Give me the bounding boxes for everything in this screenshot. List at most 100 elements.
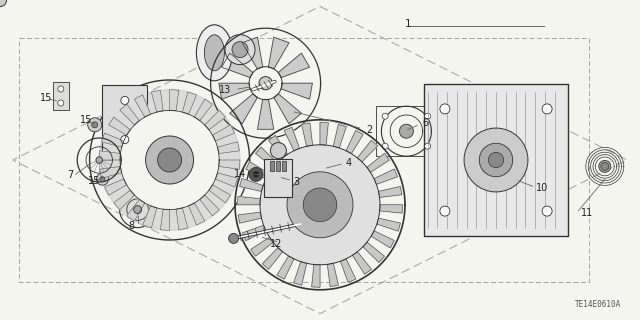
Polygon shape	[219, 160, 240, 169]
Polygon shape	[333, 124, 346, 148]
Text: 10: 10	[536, 183, 548, 193]
Circle shape	[542, 104, 552, 114]
Text: 11: 11	[581, 208, 593, 218]
Polygon shape	[239, 179, 263, 191]
Circle shape	[228, 233, 239, 244]
Circle shape	[0, 0, 6, 7]
Circle shape	[253, 172, 259, 177]
Polygon shape	[152, 90, 163, 112]
Circle shape	[134, 206, 141, 213]
Polygon shape	[182, 92, 196, 114]
Polygon shape	[104, 179, 127, 195]
Polygon shape	[189, 203, 205, 225]
Text: 8: 8	[128, 220, 134, 231]
Text: 3: 3	[293, 177, 300, 187]
Polygon shape	[161, 209, 170, 230]
Circle shape	[425, 113, 431, 119]
Polygon shape	[243, 225, 266, 241]
Circle shape	[92, 122, 98, 128]
Circle shape	[88, 118, 102, 132]
Polygon shape	[100, 166, 122, 178]
Polygon shape	[380, 205, 403, 213]
Bar	[102, 85, 147, 155]
Bar	[282, 161, 287, 171]
Polygon shape	[209, 185, 230, 203]
Polygon shape	[99, 151, 120, 160]
Polygon shape	[340, 259, 356, 282]
Polygon shape	[134, 95, 150, 117]
Polygon shape	[120, 104, 140, 125]
Polygon shape	[284, 127, 300, 151]
Bar	[276, 161, 280, 171]
Circle shape	[270, 143, 287, 159]
Polygon shape	[378, 187, 402, 197]
Polygon shape	[219, 83, 250, 99]
Circle shape	[440, 206, 450, 216]
Text: 7: 7	[67, 170, 74, 180]
Circle shape	[440, 104, 450, 114]
Ellipse shape	[232, 42, 248, 58]
Circle shape	[96, 157, 102, 163]
Text: 15: 15	[88, 176, 100, 186]
Polygon shape	[371, 231, 394, 248]
Circle shape	[260, 145, 380, 265]
Polygon shape	[320, 122, 328, 145]
Circle shape	[425, 143, 431, 149]
Polygon shape	[374, 169, 397, 184]
Polygon shape	[170, 90, 179, 111]
Text: 1: 1	[404, 19, 411, 29]
Circle shape	[121, 96, 129, 104]
Circle shape	[259, 76, 272, 90]
Circle shape	[599, 160, 611, 172]
Polygon shape	[242, 37, 263, 69]
Circle shape	[479, 143, 513, 177]
Polygon shape	[218, 142, 239, 154]
Polygon shape	[377, 218, 401, 231]
Text: 12: 12	[270, 239, 283, 249]
Bar	[264, 159, 292, 196]
Polygon shape	[274, 94, 301, 124]
Text: TE14E0610A: TE14E0610A	[575, 300, 621, 309]
Bar	[376, 106, 436, 156]
Polygon shape	[328, 263, 339, 287]
Polygon shape	[268, 37, 289, 69]
Polygon shape	[205, 110, 225, 130]
Bar	[424, 84, 568, 236]
Polygon shape	[346, 131, 363, 154]
Polygon shape	[367, 153, 389, 172]
Text: 4: 4	[346, 157, 352, 168]
Polygon shape	[269, 135, 287, 158]
Text: 14: 14	[234, 169, 246, 180]
Circle shape	[382, 143, 388, 149]
Circle shape	[146, 136, 194, 184]
Bar	[52, 82, 69, 110]
Polygon shape	[257, 100, 274, 129]
Circle shape	[464, 128, 528, 192]
Polygon shape	[127, 199, 145, 221]
Polygon shape	[255, 147, 277, 167]
Circle shape	[542, 206, 552, 216]
Circle shape	[601, 163, 609, 170]
Polygon shape	[294, 262, 307, 285]
Ellipse shape	[196, 25, 232, 81]
Circle shape	[97, 173, 108, 185]
Polygon shape	[277, 256, 294, 279]
Polygon shape	[301, 123, 312, 146]
Text: 6: 6	[422, 118, 429, 128]
Circle shape	[382, 113, 388, 119]
Bar	[270, 161, 275, 171]
Circle shape	[287, 172, 353, 238]
Circle shape	[399, 124, 413, 138]
Polygon shape	[262, 248, 283, 269]
Circle shape	[303, 188, 337, 221]
Polygon shape	[281, 83, 312, 99]
Polygon shape	[120, 110, 219, 210]
Polygon shape	[353, 252, 371, 274]
Polygon shape	[195, 99, 212, 121]
Polygon shape	[221, 53, 253, 77]
Polygon shape	[246, 162, 269, 179]
Polygon shape	[216, 173, 237, 187]
Polygon shape	[143, 206, 157, 228]
Circle shape	[58, 100, 64, 106]
Polygon shape	[251, 237, 273, 256]
